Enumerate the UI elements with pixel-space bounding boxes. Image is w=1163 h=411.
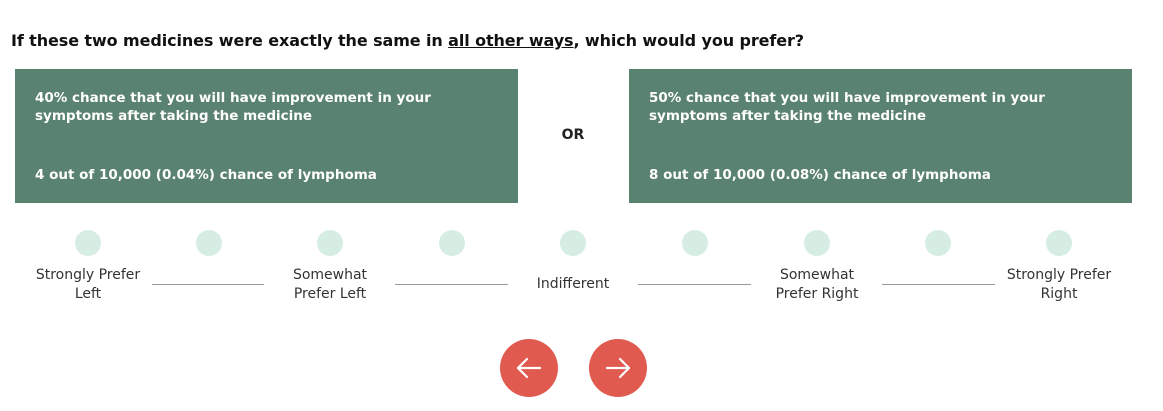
right-option-card: 50% chance that you will have improvemen… [629,69,1132,203]
scale-label-somewhat-left: Somewhat Prefer Left [265,266,395,304]
scale-label-strongly-right-line1: Strongly Prefer [1006,267,1112,283]
scale-label-strongly-left-line1: Strongly Prefer [35,267,141,283]
scale-dot-between-somewhat-strongly-right[interactable] [925,230,951,256]
scale-connector [395,284,508,285]
right-improvement-text: 50% chance that you will have improvemen… [649,90,1045,124]
next-button[interactable] [589,339,647,397]
scale-label-somewhat-right: Somewhat Prefer Right [752,266,882,304]
scale-label-somewhat-right-line2: Prefer Right [775,286,859,302]
previous-button[interactable] [500,339,558,397]
arrow-right-icon [605,357,631,379]
question-prefix: If these two medicines were exactly the … [11,31,449,50]
question-emphasis: all other ways [448,31,574,50]
right-risk-text: 8 out of 10,000 (0.08%) chance of lympho… [649,167,991,183]
or-label: OR [561,127,585,143]
scale-label-strongly-right-line2: Right [1040,286,1078,302]
scale-dot-strongly-left[interactable] [75,230,101,256]
preference-scale: Strongly Prefer Left Somewhat Prefer Lef… [0,228,1163,308]
scale-label-somewhat-right-line1: Somewhat [779,267,855,283]
scale-dot-somewhat-left[interactable] [317,230,343,256]
scale-dot-between-somewhat-left-indifferent[interactable] [439,230,465,256]
left-risk-text: 4 out of 10,000 (0.04%) chance of lympho… [35,167,377,183]
left-improvement-text: 40% chance that you will have improvemen… [35,90,431,124]
scale-dot-between-indifferent-somewhat-right[interactable] [682,230,708,256]
scale-label-strongly-left-line2: Left [74,286,102,302]
arrow-left-icon [516,357,542,379]
question-text: If these two medicines were exactly the … [11,31,804,50]
scale-label-indifferent: Indifferent [536,276,610,292]
scale-label-somewhat-left-line2: Prefer Left [293,286,367,302]
scale-label-somewhat-left-line1: Somewhat [292,267,368,283]
scale-connector [882,284,995,285]
scale-label-strongly-left: Strongly Prefer Left [23,266,153,304]
question-suffix: , which would you prefer? [573,31,804,50]
left-option-card: 40% chance that you will have improvemen… [15,69,518,203]
scale-connector [152,284,264,285]
scale-dot-indifferent[interactable] [560,230,586,256]
scale-connector [638,284,751,285]
scale-dot-somewhat-right[interactable] [804,230,830,256]
scale-dot-between-strongly-somewhat-left[interactable] [196,230,222,256]
scale-label-strongly-right: Strongly Prefer Right [994,266,1124,304]
scale-dot-strongly-right[interactable] [1046,230,1072,256]
